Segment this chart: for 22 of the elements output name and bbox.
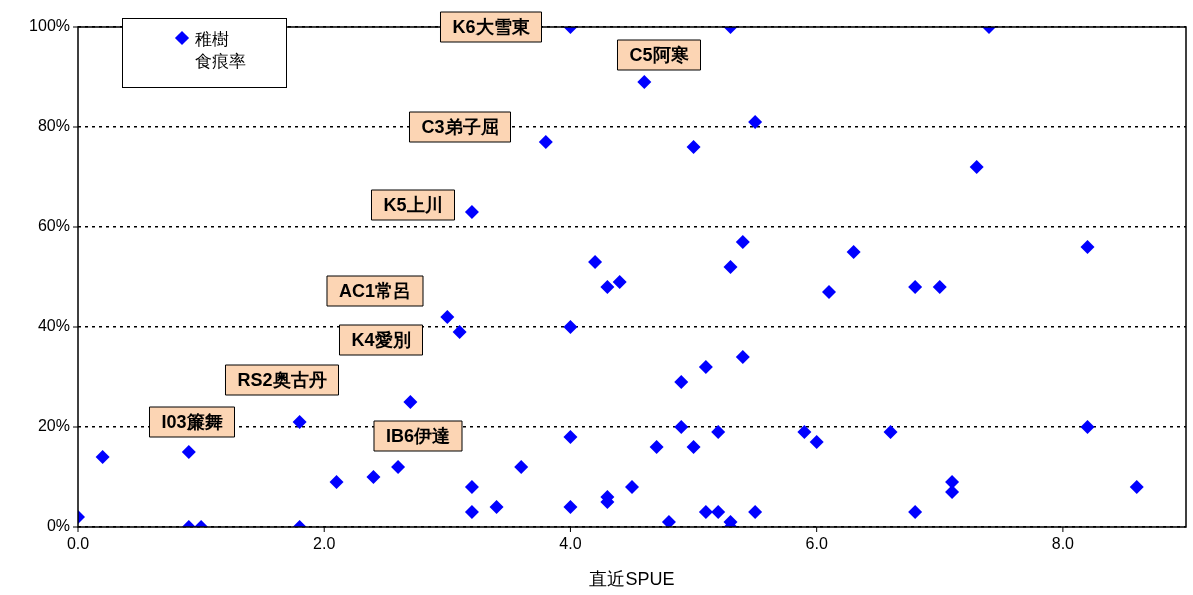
annotation: AC1常呂 [338, 280, 412, 301]
y-tick-label: 40% [37, 317, 70, 335]
x-axis-title: 直近SPUE [589, 569, 675, 590]
x-tick-label: 8.0 [1051, 535, 1075, 553]
legend-label: 稚樹食痕率 [195, 29, 246, 73]
annotation: IB6伊達 [385, 425, 451, 446]
y-tick-label: 80% [37, 117, 70, 135]
annotation: K5上川 [383, 194, 443, 215]
x-tick-label: 2.0 [313, 535, 336, 553]
annotation: C5阿寒 [629, 44, 689, 65]
y-tick-label: 20% [37, 417, 70, 435]
x-tick-label: 6.0 [805, 535, 828, 553]
annotation: C3弟子屈 [421, 116, 499, 137]
annotation: I03簾舞 [161, 411, 223, 432]
x-tick-label: 0.0 [66, 535, 90, 553]
y-tick-label: 60% [37, 217, 70, 235]
y-tick-label: 100% [29, 17, 70, 35]
x-tick-label: 4.0 [559, 535, 582, 553]
annotation: RS2奥古丹 [237, 369, 327, 390]
annotation: K6大雪東 [452, 16, 530, 37]
y-tick-label: 0% [46, 517, 70, 535]
annotation: K4愛別 [351, 329, 411, 350]
